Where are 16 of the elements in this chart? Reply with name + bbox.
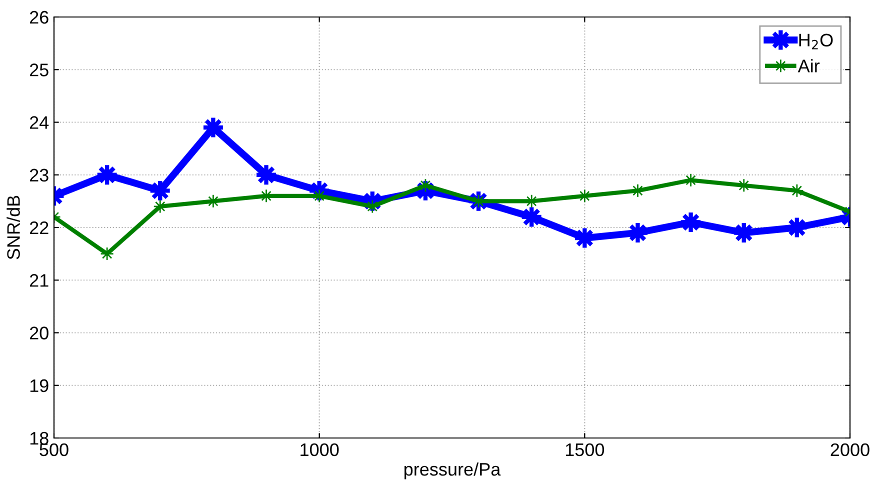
x-axis-title: pressure/Pa (404, 462, 501, 480)
y-tick-label: 26 (30, 10, 48, 24)
y-axis-title: SNR/dB (6, 196, 20, 260)
legend-label: H$_{2}$O (799, 34, 833, 50)
x-tick-label: 1000 (300, 443, 339, 456)
x-tick-label: 1500 (566, 443, 604, 456)
x-tick-label: 2000 (830, 443, 870, 456)
y-tick-label: 22 (30, 221, 48, 234)
y-tick-label: 23 (30, 168, 48, 182)
y-tick-label: 20 (30, 326, 48, 340)
y-tick-label: 19 (30, 379, 48, 392)
y-tick-label: 25 (30, 64, 48, 76)
x-tick-label: 500 (40, 443, 68, 456)
y-tick-label: 24 (30, 116, 49, 129)
legend-label: Air (798, 59, 820, 72)
y-tick-label: 21 (30, 274, 48, 287)
